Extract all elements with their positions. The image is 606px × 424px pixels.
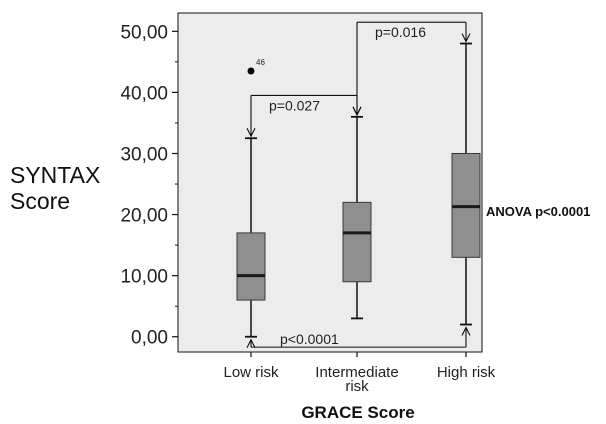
x-axis-label: GRACE Score bbox=[301, 403, 414, 422]
comparison-arrowhead bbox=[352, 106, 362, 117]
y-axis-label-line2: Score bbox=[10, 188, 70, 214]
y-tick-label: 0,00 bbox=[131, 328, 168, 349]
x-category-label: High risk bbox=[437, 364, 496, 381]
outlier-point bbox=[247, 67, 255, 75]
x-category-label: Intermediate bbox=[315, 364, 398, 381]
iqr-box bbox=[342, 201, 372, 283]
iqr-box bbox=[236, 232, 266, 301]
comparison-p-value: p=0.016 bbox=[375, 24, 426, 40]
comparison-arrowhead bbox=[461, 326, 471, 336]
y-tick-label: 50,00 bbox=[120, 22, 168, 43]
y-tick-label: 30,00 bbox=[120, 144, 168, 165]
anova-annotation: ANOVA p<0.0001 bbox=[486, 204, 590, 219]
plot-area bbox=[177, 12, 483, 353]
y-tick-label: 20,00 bbox=[120, 206, 168, 227]
comparison-arrowhead bbox=[246, 338, 256, 348]
box-group: 46 bbox=[236, 58, 266, 338]
comparison-bracket: p=0.016 bbox=[352, 21, 471, 117]
comparison-bracket: p<0.0001 bbox=[246, 326, 471, 348]
comparison-arrowhead bbox=[461, 33, 471, 43]
x-category-label: Low risk bbox=[223, 364, 279, 381]
x-category-label: risk bbox=[345, 378, 369, 395]
box-group bbox=[342, 115, 372, 320]
outlier-label: 46 bbox=[256, 58, 265, 67]
y-axis-label-line1: SYNTAX bbox=[10, 162, 100, 188]
comparison-p-value: p=0.027 bbox=[269, 97, 320, 113]
box-group bbox=[451, 42, 481, 326]
y-tick-label: 10,00 bbox=[120, 267, 168, 288]
comparison-p-value: p<0.0001 bbox=[280, 331, 339, 347]
comparison-arrowhead bbox=[246, 127, 256, 138]
y-tick-label: 40,00 bbox=[120, 83, 168, 104]
